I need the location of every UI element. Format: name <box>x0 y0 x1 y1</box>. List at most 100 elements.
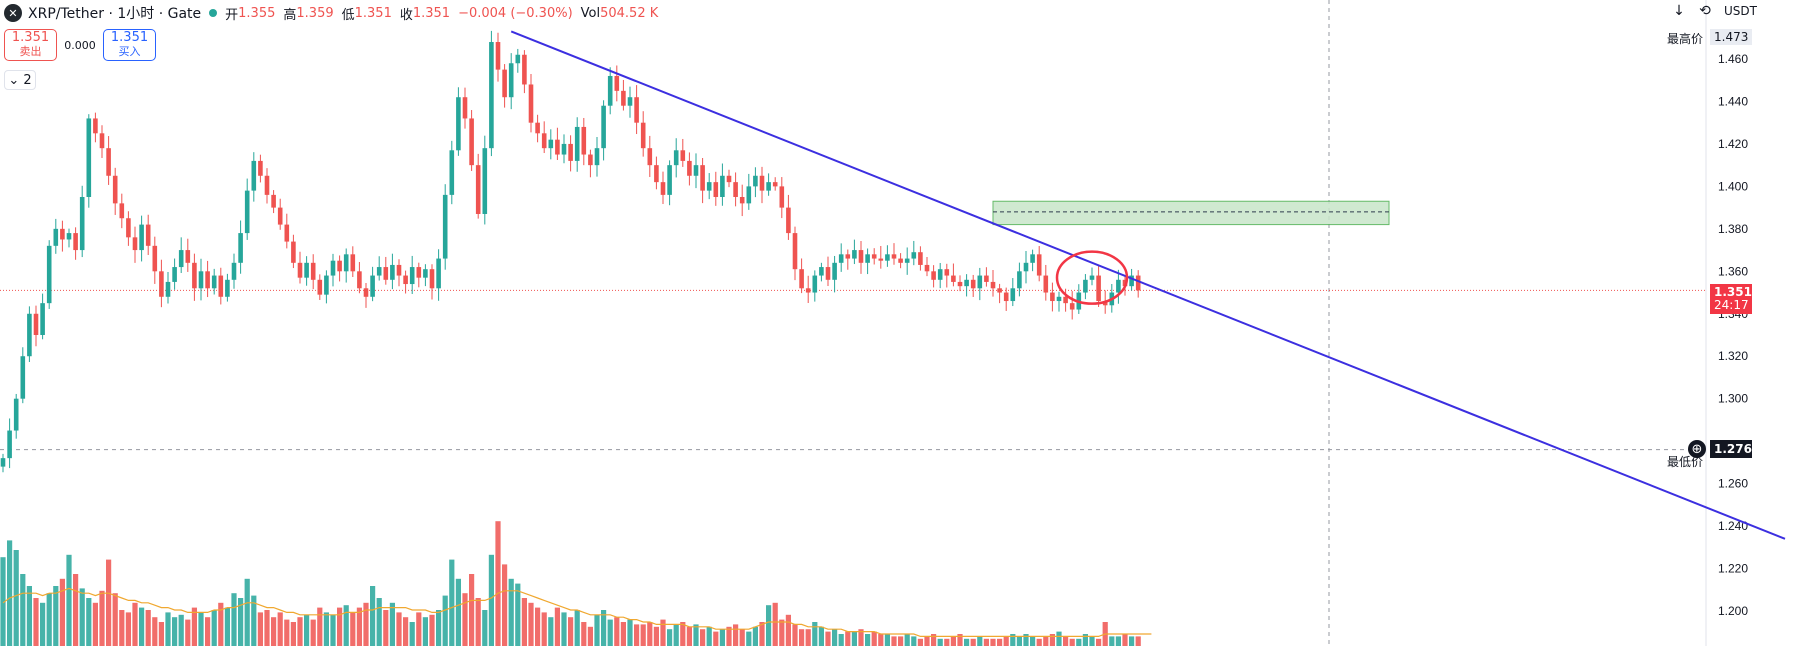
volume-bar <box>1115 636 1121 646</box>
trade-panel: 1.351 卖出 0.000 1.351 买入 <box>4 29 156 61</box>
buy-button[interactable]: 1.351 买入 <box>103 29 156 61</box>
volume-bar <box>356 607 362 646</box>
volume-bar <box>515 583 521 646</box>
volume-bar <box>950 636 956 646</box>
volume-bar <box>310 619 316 646</box>
volume-bar <box>92 602 98 646</box>
volume-bar <box>350 612 356 646</box>
volume-bar <box>119 610 125 646</box>
volume-bar <box>422 617 428 646</box>
candle-body <box>198 271 204 289</box>
volume-bar <box>502 564 508 646</box>
candle-body <box>607 75 613 106</box>
candle-body <box>634 97 639 123</box>
volume-bar <box>317 607 323 646</box>
volume-bar <box>330 614 336 646</box>
volume-bar <box>1043 636 1049 646</box>
volume-bar <box>112 593 118 646</box>
volume-bar <box>172 617 178 646</box>
volume-bar <box>277 612 283 646</box>
volume-bar <box>205 617 211 646</box>
symbol-title[interactable]: XRP/Tether · 1小时 · Gate <box>28 6 202 22</box>
indicator-toggle-button[interactable]: ⌄ 2 <box>4 70 36 90</box>
buy-label: 买入 <box>118 45 141 58</box>
sell-button[interactable]: 1.351 卖出 <box>4 29 57 61</box>
volume-bar <box>99 590 105 646</box>
volume-bar <box>898 636 904 646</box>
volume-bar <box>858 629 864 646</box>
candle-body <box>238 233 243 263</box>
replay-icon[interactable]: ⟲ <box>1699 3 1711 19</box>
volume-bar <box>416 612 422 646</box>
candle-body <box>429 269 435 289</box>
volume-bar <box>1076 638 1082 646</box>
candle-body <box>1083 279 1088 293</box>
candle-body <box>693 165 699 176</box>
candle-body <box>574 126 580 161</box>
candle-body <box>1017 271 1022 289</box>
volume-bar <box>290 622 296 646</box>
download-arrow-icon[interactable]: ↓ <box>1673 3 1685 19</box>
sell-price: 1.351 <box>11 30 50 45</box>
volume-bar <box>1010 634 1016 646</box>
candle-body <box>898 258 903 263</box>
price-tick: 1.440 <box>1718 94 1748 108</box>
candle-body <box>1089 275 1095 280</box>
candle-body <box>515 54 521 64</box>
candle-body <box>911 252 917 259</box>
volume-bar <box>772 602 778 646</box>
volume-bar <box>238 598 244 646</box>
indicator-count: 2 <box>23 72 32 88</box>
candle-body <box>904 258 910 263</box>
candle-body <box>40 303 45 335</box>
volume-bar <box>660 619 666 646</box>
candle-body <box>964 279 969 287</box>
volume-bar <box>746 631 752 646</box>
candle-body <box>99 133 105 149</box>
price-tick: 1.220 <box>1718 562 1748 576</box>
volume-bar <box>211 610 217 646</box>
volume-bar <box>997 638 1003 646</box>
sell-label: 卖出 <box>19 45 42 58</box>
candle-body <box>53 228 59 246</box>
open-label: 开 <box>225 7 239 23</box>
volume-bar <box>449 559 455 646</box>
high-value: 1.359 <box>296 5 334 21</box>
volume-bar <box>607 619 613 646</box>
volume-bar <box>680 622 686 646</box>
volume-bar <box>1030 636 1036 646</box>
volume-bar <box>158 622 164 646</box>
price-tick: 1.380 <box>1718 222 1748 236</box>
candle-body <box>225 279 230 297</box>
candle-body <box>1116 279 1121 293</box>
candle-body <box>159 271 164 297</box>
candle-body <box>792 233 798 270</box>
volume-bar <box>1069 638 1075 646</box>
candle-body <box>1069 303 1075 310</box>
currency-selector[interactable]: USDT <box>1724 4 1757 18</box>
candle-body <box>27 313 32 357</box>
candle-body <box>713 182 719 197</box>
volume-bar <box>403 617 409 646</box>
volume-bar <box>964 638 970 646</box>
volume-bar <box>871 631 877 646</box>
volume-bar <box>766 605 772 646</box>
volume-bar <box>1129 636 1135 646</box>
volume-bar <box>323 612 329 646</box>
candle-body <box>271 194 276 208</box>
volume-bar <box>218 602 224 646</box>
volume-bar <box>1023 634 1029 646</box>
volume-bar <box>719 629 725 646</box>
volume-bar <box>1003 636 1009 646</box>
candle-body <box>970 279 976 289</box>
volume-bar <box>1089 636 1095 646</box>
candle-body <box>211 275 217 289</box>
volume-bar <box>389 602 395 646</box>
candle-body <box>555 139 560 155</box>
candle-body <box>462 97 468 119</box>
candle-body <box>852 250 857 259</box>
crosshair-price-tag: 1.276 <box>1710 440 1752 458</box>
add-alert-icon[interactable]: ⊕ <box>1688 440 1706 458</box>
candle-body <box>885 254 890 261</box>
